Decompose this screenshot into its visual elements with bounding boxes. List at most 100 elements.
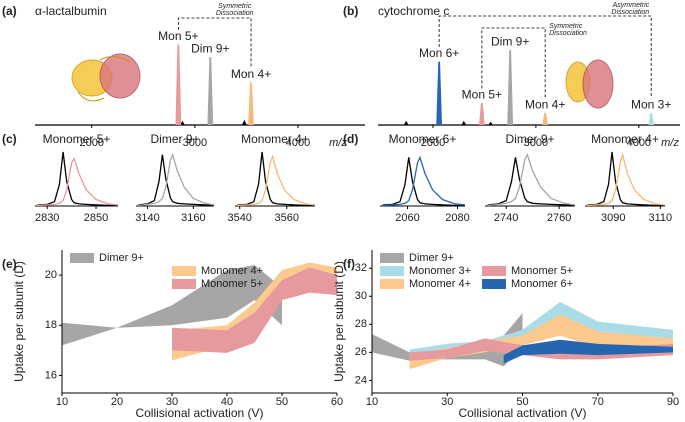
- panel-label: (a): [2, 4, 17, 18]
- x-tick-label: 2830: [35, 212, 59, 224]
- legend-swatch: [380, 279, 404, 289]
- x-tick-label: 50: [516, 396, 528, 408]
- uptake-band: [409, 314, 673, 370]
- x-tick-label: 30: [166, 396, 178, 408]
- x-tick-label: 3000: [183, 137, 207, 149]
- peak-label: Mon 5+: [158, 29, 198, 43]
- x-tick-label: 3540: [227, 212, 251, 224]
- y-tick-label: 28: [355, 318, 367, 330]
- spectrum-line: [587, 152, 666, 207]
- legend-swatch: [380, 253, 404, 263]
- legend-swatch: [70, 253, 94, 263]
- minor-peak: [403, 120, 409, 126]
- x-tick-label: 3090: [601, 212, 625, 224]
- x-tick-label: 20: [111, 396, 123, 408]
- x-tick-label: 2080: [445, 212, 469, 224]
- peak: [507, 49, 514, 126]
- legend-label: Dimer 9+: [99, 252, 144, 264]
- chart-title: cytochrome c: [378, 4, 449, 18]
- legend-swatch: [482, 266, 506, 276]
- x-axis-label: Collisional activation (V): [458, 406, 586, 420]
- legend-label: Dimer 9+: [409, 252, 454, 264]
- minor-peak: [242, 119, 247, 126]
- x-tick-label: 40: [221, 396, 233, 408]
- panel-label: (f): [343, 257, 355, 271]
- y-tick-label: 30: [355, 290, 367, 302]
- peak: [648, 112, 655, 126]
- x-tick-label: 2000: [421, 137, 445, 149]
- uptake-band: [172, 267, 337, 353]
- x-tick-label: 2760: [547, 212, 571, 224]
- x-tick-label: 30: [441, 396, 453, 408]
- chart-title: Monomer 4+: [241, 132, 309, 146]
- legend-label: Monomer 3+: [409, 265, 471, 277]
- peak-label: Mon 6+: [419, 46, 459, 60]
- chart-title: α-lactalbumin: [35, 4, 107, 18]
- protein-b: [565, 59, 614, 109]
- x-tick-label: 3560: [275, 212, 299, 224]
- spectrum-line: [382, 157, 465, 207]
- legend-label: Monomer 6+: [511, 278, 573, 290]
- spectrum-line: [138, 152, 215, 207]
- uptake-band: [503, 339, 673, 364]
- legend-label: Monomer 5+: [511, 265, 573, 277]
- panel-label: (c): [2, 132, 17, 146]
- legend-label: Monomer 5+: [201, 278, 263, 290]
- y-tick-label: 32: [355, 262, 367, 274]
- x-tick-label: 50: [276, 396, 288, 408]
- panel-label: (d): [343, 132, 358, 146]
- peak: [248, 82, 254, 126]
- peak-label: Mon 3+: [631, 97, 671, 111]
- x-tick-label: 3160: [181, 212, 205, 224]
- spectrum-line: [237, 151, 315, 207]
- x-tick-label: 3000: [524, 137, 548, 149]
- chart-title: Dimer 9+: [150, 132, 199, 146]
- spectrum-line: [37, 156, 119, 207]
- spectrum-line: [37, 151, 118, 207]
- spectrum-line: [138, 154, 215, 207]
- x-tick-label: 2000: [79, 137, 103, 149]
- spectrum-line: [587, 151, 665, 207]
- chart-title: Dimer 9+: [505, 132, 554, 146]
- bracket-label: Dissociation: [549, 30, 587, 37]
- peak: [175, 44, 182, 126]
- uptake-band: [62, 265, 282, 346]
- legend-swatch: [380, 266, 404, 276]
- y-axis-label: Uptake per subunit (D): [332, 261, 346, 382]
- dissociation-bracket: [438, 15, 652, 99]
- x-tick-label: 4000: [627, 137, 651, 149]
- minor-peak: [461, 120, 467, 126]
- bracket-label: Symmetric: [549, 23, 583, 30]
- spectrum-line: [382, 155, 466, 207]
- y-tick-label: 24: [355, 374, 367, 386]
- chart-title: Monomer 5+: [43, 132, 111, 146]
- bracket-label: Dissociation: [216, 10, 254, 17]
- legend-label: Monomer 4+: [201, 265, 263, 277]
- x-tick-label: 3140: [135, 212, 159, 224]
- panel-label: (e): [2, 257, 17, 271]
- legend-swatch: [172, 266, 196, 276]
- x-tick-label: 70: [592, 396, 604, 408]
- x-tick-label: 3110: [648, 212, 672, 224]
- x-tick-label: 10: [56, 396, 68, 408]
- legend-swatch: [172, 279, 196, 289]
- y-tick-label: 18: [45, 319, 57, 331]
- x-tick-label: 90: [667, 396, 679, 408]
- panel-label: (b): [343, 4, 358, 18]
- dissociation-bracket: [481, 27, 546, 99]
- y-tick-label: 16: [45, 369, 57, 381]
- legend-label: Monomer 4+: [409, 278, 471, 290]
- x-tick-label: 2850: [84, 212, 108, 224]
- x-axis-label: m/z: [329, 137, 347, 149]
- dissociation-bracket: [177, 17, 252, 68]
- spectrum-line: [237, 154, 316, 207]
- x-axis-label: m/z: [661, 137, 679, 149]
- peak: [436, 61, 443, 126]
- y-tick-label: 26: [355, 346, 367, 358]
- y-axis-label: Uptake per subunit (D): [12, 261, 26, 382]
- peak-label: Mon 4+: [525, 97, 565, 111]
- bracket-label: Dissociation: [611, 9, 649, 16]
- minor-peak: [488, 121, 493, 126]
